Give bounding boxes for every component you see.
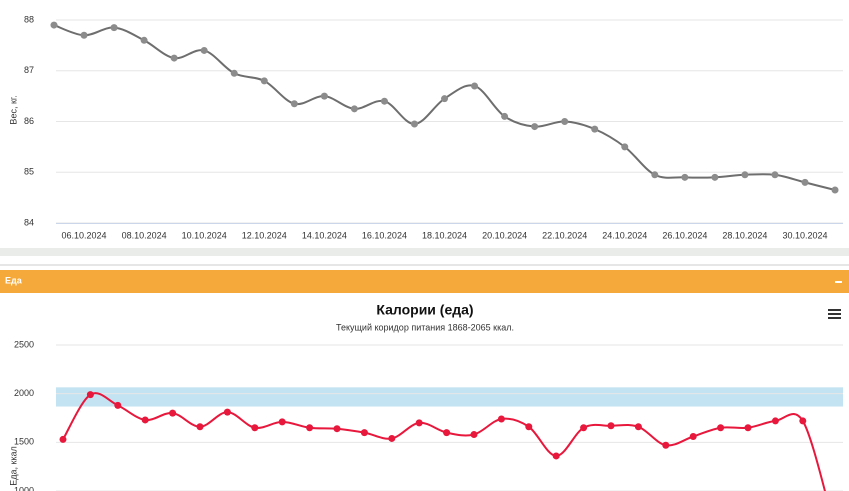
- series: [59, 391, 826, 491]
- point: [200, 46, 208, 54]
- point: [110, 24, 118, 32]
- point: [320, 92, 328, 100]
- point: [621, 143, 629, 151]
- point: [662, 441, 670, 449]
- y-tick-label: 85: [24, 167, 34, 177]
- collapse-button[interactable]: [835, 281, 842, 283]
- y-axis-label: Вес, кг.: [8, 95, 18, 124]
- y-tick-label: 86: [24, 116, 34, 126]
- point: [717, 424, 725, 432]
- panel-title: Еда: [5, 275, 23, 285]
- menu-bar: [828, 309, 841, 311]
- point: [531, 123, 539, 131]
- line: [53, 24, 836, 191]
- point: [59, 435, 67, 443]
- chart-title: Калории (еда): [376, 302, 473, 318]
- point: [591, 125, 599, 133]
- separator: [0, 248, 849, 256]
- point: [290, 100, 298, 108]
- x-tick-label: 18.10.2024: [422, 230, 467, 240]
- point: [360, 429, 368, 437]
- y-tick-label: 1000: [14, 485, 34, 491]
- y-tick-label: 2000: [14, 388, 34, 398]
- point: [634, 423, 642, 431]
- point: [251, 424, 259, 432]
- x-tick-label: 16.10.2024: [362, 230, 407, 240]
- menu-bar: [828, 313, 841, 315]
- y-tick-label: 1500: [14, 437, 34, 447]
- point: [771, 417, 779, 425]
- x-tick-label: 26.10.2024: [662, 230, 707, 240]
- y-axis-label: Еда, ккал: [8, 446, 18, 486]
- point: [441, 95, 449, 103]
- x-tick-label: 06.10.2024: [62, 230, 107, 240]
- point: [470, 431, 478, 439]
- x-tick-label: 20.10.2024: [482, 230, 527, 240]
- separator: [0, 264, 849, 266]
- y-tick-label: 88: [24, 14, 34, 24]
- x-tick-label: 12.10.2024: [242, 230, 287, 240]
- x-tick-label: 14.10.2024: [302, 230, 347, 240]
- point: [170, 54, 178, 62]
- point: [651, 171, 659, 179]
- point: [114, 401, 122, 409]
- y-tick-label: 84: [24, 217, 34, 227]
- point: [380, 97, 388, 105]
- point: [741, 171, 749, 179]
- point: [415, 419, 423, 427]
- point: [278, 418, 286, 426]
- point: [230, 69, 238, 77]
- menu-bar: [828, 317, 841, 319]
- point: [80, 31, 88, 39]
- x-tick-label: 28.10.2024: [722, 230, 767, 240]
- point: [223, 408, 231, 416]
- point: [471, 82, 479, 90]
- point: [86, 391, 94, 399]
- panel-header[interactable]: [0, 270, 849, 293]
- point: [744, 424, 752, 432]
- point: [771, 171, 779, 179]
- y-tick-label: 87: [24, 65, 34, 75]
- point: [388, 434, 396, 442]
- x-tick-label: 10.10.2024: [182, 230, 227, 240]
- point: [831, 186, 839, 194]
- point: [333, 425, 341, 433]
- menu-button[interactable]: [828, 309, 841, 319]
- point: [443, 429, 451, 437]
- point: [50, 21, 58, 29]
- point: [799, 417, 807, 425]
- point: [711, 173, 719, 181]
- point: [689, 432, 697, 440]
- x-tick-label: 08.10.2024: [122, 230, 167, 240]
- point: [306, 424, 314, 432]
- x-tick-label: 22.10.2024: [542, 230, 587, 240]
- point: [552, 452, 560, 460]
- point: [350, 105, 358, 113]
- point: [497, 415, 505, 423]
- point: [260, 77, 268, 85]
- point: [410, 120, 418, 128]
- x-tick-label: 30.10.2024: [782, 230, 827, 240]
- point: [607, 422, 615, 430]
- plot-band: [56, 387, 843, 407]
- point: [169, 409, 177, 417]
- point: [141, 416, 149, 424]
- point: [140, 36, 148, 44]
- y-tick-label: 2500: [14, 339, 34, 349]
- series: [50, 21, 839, 194]
- x-tick-label: 24.10.2024: [602, 230, 647, 240]
- point: [196, 423, 204, 431]
- point: [801, 178, 809, 186]
- chart-subtitle: Текущий коридор питания 1868-2065 ккал.: [336, 322, 514, 332]
- point: [580, 424, 588, 432]
- point: [501, 112, 509, 120]
- point: [561, 118, 569, 125]
- point: [525, 423, 533, 431]
- point: [681, 173, 689, 181]
